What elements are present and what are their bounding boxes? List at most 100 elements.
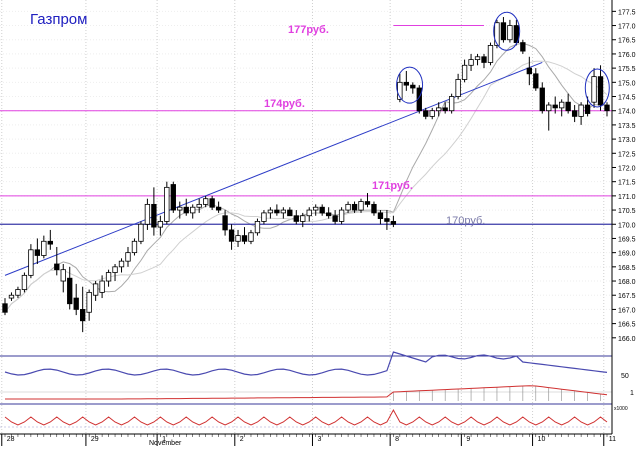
candle-body-down bbox=[73, 297, 79, 310]
x-tick-label: 10 bbox=[538, 436, 546, 443]
candle-body-up bbox=[468, 59, 474, 66]
candle-body-up bbox=[99, 280, 105, 293]
candle bbox=[151, 187, 157, 236]
candle bbox=[448, 93, 455, 114]
candle bbox=[371, 201, 377, 216]
candle bbox=[306, 207, 312, 222]
y-tick-label: 176.5 bbox=[618, 38, 636, 45]
candle bbox=[267, 207, 274, 219]
candle-body-down bbox=[604, 104, 610, 112]
candle bbox=[235, 229, 241, 247]
candle-body-down bbox=[47, 240, 53, 245]
candle-body-up bbox=[8, 294, 15, 299]
candle-body-up bbox=[177, 206, 183, 211]
candle-body-down bbox=[571, 110, 578, 117]
candle bbox=[280, 207, 287, 219]
candle bbox=[442, 102, 448, 114]
x-tick-label: 11 bbox=[609, 436, 616, 443]
candle-body-up bbox=[112, 266, 118, 273]
y-tick-label: 173.5 bbox=[618, 123, 636, 130]
candle bbox=[403, 70, 409, 91]
chart-title: Газпром bbox=[30, 11, 87, 28]
y-tick-label: 170.0 bbox=[618, 222, 636, 229]
candle bbox=[507, 19, 513, 43]
candle bbox=[533, 68, 539, 91]
candle bbox=[319, 204, 325, 216]
candle bbox=[338, 207, 345, 225]
candle-body-up bbox=[559, 101, 565, 109]
panel1-scale-label: 50 bbox=[621, 373, 629, 380]
candle-body-up bbox=[248, 232, 254, 242]
y-tick-label: 167.5 bbox=[618, 293, 636, 300]
candle-body-down bbox=[584, 104, 591, 114]
candle bbox=[228, 224, 235, 250]
candle-body-up bbox=[487, 45, 494, 63]
candle bbox=[125, 246, 131, 267]
candle-body-down bbox=[384, 218, 390, 222]
candle bbox=[67, 266, 73, 310]
candle bbox=[313, 204, 319, 216]
highlight-circle bbox=[396, 66, 424, 104]
volume-line bbox=[5, 385, 608, 400]
candle-body-down bbox=[80, 309, 86, 322]
candle bbox=[183, 198, 189, 216]
candle bbox=[604, 102, 610, 117]
candle bbox=[8, 292, 15, 301]
candle-body-up bbox=[436, 107, 442, 112]
candle bbox=[131, 238, 138, 256]
candle-body-up bbox=[28, 249, 34, 276]
candle-body-down bbox=[351, 203, 358, 211]
candle-body-down bbox=[241, 235, 248, 242]
candle-body-down bbox=[442, 107, 448, 112]
candle-body-up bbox=[578, 104, 584, 117]
candle-body-down bbox=[170, 184, 176, 211]
candle-body-up bbox=[507, 25, 513, 41]
level-label-171: 171руб. bbox=[372, 180, 413, 192]
y-tick-label: 169.5 bbox=[618, 236, 636, 243]
y-tick-label: 168.5 bbox=[618, 265, 636, 272]
candle-body-down bbox=[371, 203, 377, 214]
candle bbox=[578, 102, 584, 125]
candle bbox=[222, 210, 228, 236]
candle-body-up bbox=[144, 203, 151, 225]
candle bbox=[436, 102, 442, 117]
candle bbox=[325, 207, 332, 219]
candle bbox=[287, 207, 293, 217]
candle-body-up bbox=[494, 22, 500, 46]
candle bbox=[468, 53, 474, 71]
candle bbox=[423, 107, 429, 120]
candle bbox=[86, 289, 92, 321]
y-tick-label: 173.0 bbox=[618, 137, 636, 144]
candle-body-up bbox=[235, 235, 241, 242]
candle-body-down bbox=[222, 215, 228, 231]
candle bbox=[429, 107, 435, 120]
candle bbox=[455, 73, 461, 100]
candle bbox=[377, 210, 384, 225]
candle-body-up bbox=[306, 209, 312, 217]
candle-body-up bbox=[41, 240, 47, 256]
candle-body-up bbox=[591, 76, 597, 103]
candle-body-down bbox=[287, 209, 293, 217]
candle-body-up bbox=[455, 79, 461, 97]
candle-body-up bbox=[280, 209, 287, 214]
y-tick-label: 169.0 bbox=[618, 251, 636, 258]
candle-body-down bbox=[325, 212, 332, 217]
candle bbox=[248, 229, 254, 245]
y-tick-label: 175.0 bbox=[618, 80, 636, 87]
candle bbox=[384, 210, 390, 230]
candle-body-up bbox=[131, 240, 138, 254]
candle bbox=[112, 264, 118, 282]
y-tick-label: 174.5 bbox=[618, 95, 636, 102]
candle bbox=[80, 286, 86, 333]
candle-body-up bbox=[138, 223, 144, 242]
candle bbox=[351, 201, 358, 213]
y-tick-label: 168.0 bbox=[618, 279, 636, 286]
candle bbox=[481, 53, 487, 69]
candle bbox=[591, 68, 597, 108]
candle-body-down bbox=[319, 206, 325, 214]
candle bbox=[487, 42, 494, 66]
candle bbox=[21, 272, 28, 293]
candle bbox=[520, 39, 526, 54]
candle-body-up bbox=[358, 201, 364, 211]
x-tick-label: 2 bbox=[240, 436, 244, 443]
